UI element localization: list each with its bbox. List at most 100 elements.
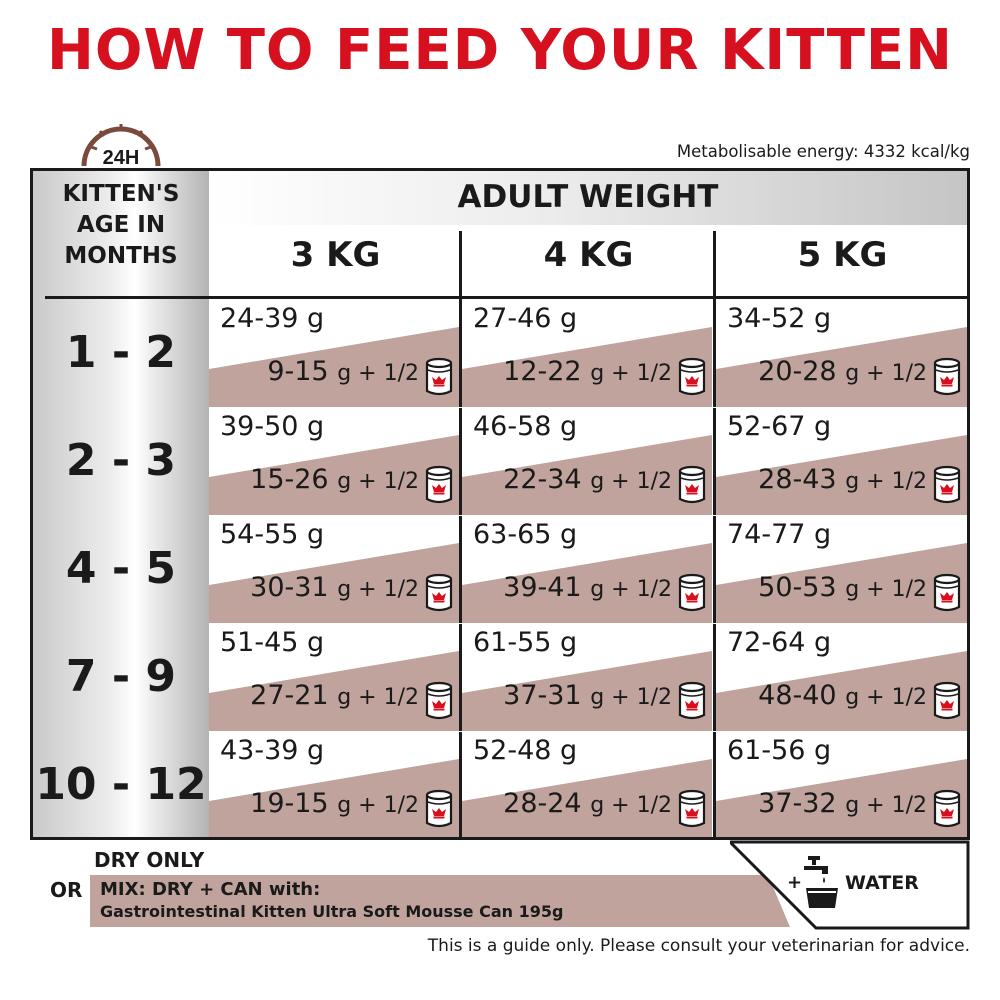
- mix-band: [716, 759, 967, 837]
- feeding-cell: 51-45 g 27-21 g + 1/2: [209, 623, 459, 731]
- mix-unit: g + 1/2: [337, 685, 419, 710]
- feeding-cell: 63-65 g 39-41 g + 1/2: [462, 515, 712, 623]
- feeding-cell: 39-50 g 15-26 g + 1/2: [209, 407, 459, 515]
- mix-unit: g + 1/2: [337, 469, 419, 494]
- mix-amount: 37-31 g + 1/2: [503, 680, 672, 711]
- row-separator: [209, 515, 967, 516]
- column-divider: [459, 231, 462, 837]
- age-header: KITTEN'S AGE IN MONTHS: [33, 179, 209, 272]
- mix-amount: 30-31 g + 1/2: [250, 572, 419, 603]
- mix-band: [716, 543, 967, 623]
- dry-only-amount: 34-52 g: [727, 303, 832, 334]
- mix-amount: 37-32 g + 1/2: [758, 788, 927, 819]
- age-header-line: AGE IN: [76, 212, 166, 238]
- wet-food-can-icon: [678, 681, 706, 720]
- mix-band: [716, 435, 967, 515]
- mix-amount: 50-53 g + 1/2: [758, 572, 927, 603]
- mix-amount: 28-24 g + 1/2: [503, 788, 672, 819]
- age-range: 1 - 2: [65, 327, 177, 378]
- age-range: 10 - 12: [35, 759, 207, 810]
- wet-food-can-icon: [425, 357, 453, 396]
- wet-food-can-icon: [933, 681, 961, 720]
- mix-amount: 39-41 g + 1/2: [503, 572, 672, 603]
- feeding-cell: 43-39 g 19-15 g + 1/2: [209, 731, 459, 837]
- mix-band: [462, 435, 712, 515]
- mix-unit: g + 1/2: [845, 361, 927, 386]
- feeding-cell: 27-46 g 12-22 g + 1/2: [462, 299, 712, 407]
- feeding-cell: 72-64 g 48-40 g + 1/2: [716, 623, 967, 731]
- mix-band: [462, 759, 712, 837]
- mix-band: [716, 651, 967, 731]
- feeding-cell: 34-52 g 20-28 g + 1/2: [716, 299, 967, 407]
- wet-food-can-icon: [425, 573, 453, 612]
- mix-amount: 48-40 g + 1/2: [758, 680, 927, 711]
- feeding-cell: 52-48 g 28-24 g + 1/2: [462, 731, 712, 837]
- mix-dry-amount: 39-41: [503, 572, 582, 603]
- wet-food-can-icon: [678, 357, 706, 396]
- disclaimer: This is a guide only. Please consult you…: [427, 936, 970, 956]
- mix-amount: 20-28 g + 1/2: [758, 356, 927, 387]
- water-plus: +: [787, 872, 803, 893]
- mix-unit: g + 1/2: [590, 577, 672, 602]
- feeding-cell: 74-77 g 50-53 g + 1/2: [716, 515, 967, 623]
- mix-amount: 28-43 g + 1/2: [758, 464, 927, 495]
- mix-dry-amount: 37-31: [503, 680, 582, 711]
- feeding-cell: 61-55 g 37-31 g + 1/2: [462, 623, 712, 731]
- weight-5kg-header: 5 KG: [797, 235, 888, 275]
- mix-amount: 19-15 g + 1/2: [250, 788, 419, 819]
- mix-dry-amount: 28-43: [758, 464, 837, 495]
- water-legend-box: [730, 840, 970, 930]
- mix-unit: g + 1/2: [590, 793, 672, 818]
- dry-only-amount: 52-67 g: [727, 411, 832, 442]
- mix-band: [209, 435, 459, 515]
- dry-only-amount: 51-45 g: [220, 627, 325, 658]
- dry-only-amount: 63-65 g: [473, 519, 578, 550]
- wet-food-can-icon: [933, 789, 961, 828]
- mix-band: [209, 651, 459, 731]
- wet-food-can-icon: [933, 573, 961, 612]
- mix-dry-amount: 22-34: [503, 464, 582, 495]
- mix-band: [462, 327, 712, 407]
- age-range: 4 - 5: [65, 543, 177, 594]
- mix-dry-amount: 50-53: [758, 572, 837, 603]
- mix-unit: g + 1/2: [845, 685, 927, 710]
- mix-band: [462, 543, 712, 623]
- water-tap-bowl-icon: [804, 856, 838, 908]
- wet-food-can-icon: [425, 465, 453, 504]
- wet-food-can-icon: [933, 357, 961, 396]
- mix-band: [209, 327, 459, 407]
- dry-only-amount: 43-39 g: [220, 735, 325, 766]
- mix-dry-amount: 9-15: [267, 356, 329, 387]
- mix-legend-line1: MIX: DRY + CAN with:: [100, 879, 321, 900]
- dry-only-amount: 39-50 g: [220, 411, 325, 442]
- mix-band: [716, 327, 967, 407]
- page-title: HOW TO FEED YOUR KITTEN: [46, 18, 954, 83]
- mix-dry-amount: 37-32: [758, 788, 837, 819]
- mix-unit: g + 1/2: [590, 685, 672, 710]
- mix-dry-amount: 27-21: [250, 680, 329, 711]
- age-range: 7 - 9: [65, 651, 177, 702]
- age-header-line: KITTEN'S: [62, 181, 180, 207]
- header-divider: [45, 296, 967, 299]
- column-divider: [713, 231, 716, 837]
- feeding-cell: 52-67 g 28-43 g + 1/2: [716, 407, 967, 515]
- clock-24h-icon: 24H: [81, 124, 161, 169]
- dry-only-amount: 61-55 g: [473, 627, 578, 658]
- wet-food-can-icon: [678, 789, 706, 828]
- mix-dry-amount: 30-31: [250, 572, 329, 603]
- row-separator: [209, 731, 967, 732]
- wet-food-can-icon: [933, 465, 961, 504]
- dry-only-amount: 54-55 g: [220, 519, 325, 550]
- dry-only-amount: 46-58 g: [473, 411, 578, 442]
- mix-unit: g + 1/2: [337, 577, 419, 602]
- mix-unit: g + 1/2: [337, 793, 419, 818]
- dry-only-amount: 24-39 g: [220, 303, 325, 334]
- feeding-cell: 46-58 g 22-34 g + 1/2: [462, 407, 712, 515]
- mix-dry-amount: 15-26: [250, 464, 329, 495]
- feeding-table: ADULT WEIGHT KITTEN'S AGE IN MONTHS 3 KG…: [30, 168, 970, 840]
- feeding-cell: 24-39 g 9-15 g + 1/2: [209, 299, 459, 407]
- wet-food-can-icon: [425, 789, 453, 828]
- mix-unit: g + 1/2: [337, 361, 419, 386]
- clock-label: 24H: [103, 147, 140, 169]
- row-separator: [209, 407, 967, 408]
